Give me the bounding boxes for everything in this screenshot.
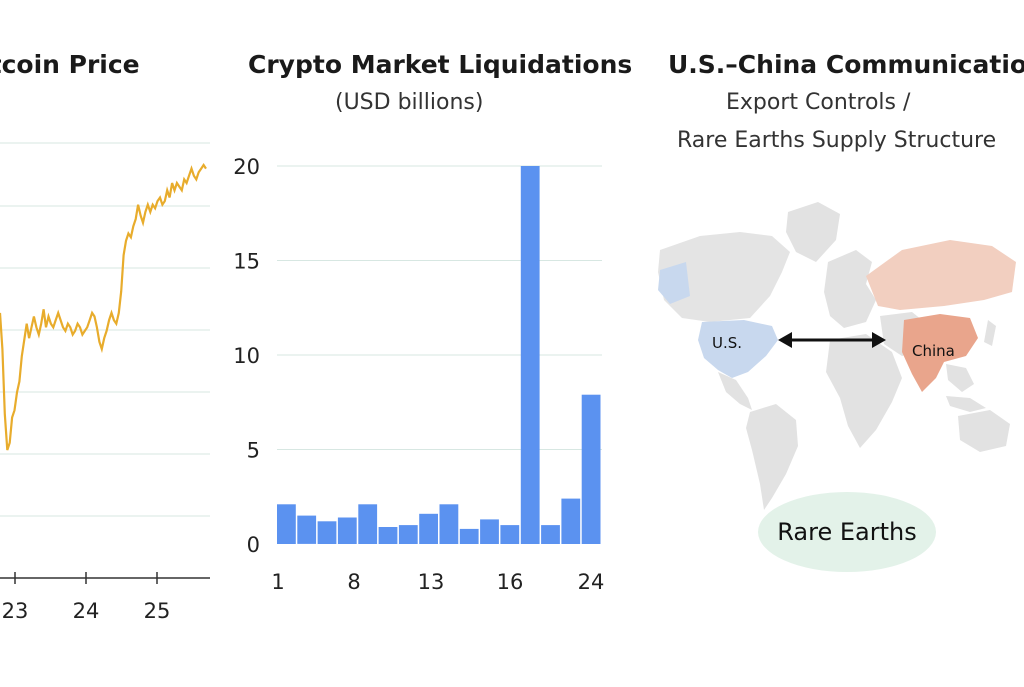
japan-shape	[984, 320, 996, 346]
liquidations-y-tick-label: 20	[233, 155, 260, 179]
liquidations-x-tick-label: 16	[497, 570, 524, 594]
liquidations-bar	[500, 525, 520, 544]
us-country-shape	[698, 320, 778, 378]
liquidations-y-ticks: 0 5 10 15 20	[233, 155, 260, 557]
liquidations-bar	[378, 527, 398, 544]
liquidations-panel: Crypto Market Liquidations (USD billions…	[230, 0, 632, 683]
liquidations-bar	[277, 504, 296, 544]
bitcoin-x-tick-label: 23	[2, 599, 29, 623]
liquidations-chart-subtitle: (USD billions)	[335, 90, 484, 115]
liquidations-x-ticks: 1 8 13 16 24	[271, 570, 604, 594]
canada-shape	[658, 232, 790, 322]
liquidations-bar	[297, 515, 317, 544]
us-map-label: U.S.	[712, 334, 742, 352]
rare-earths-badge: Rare Earths	[758, 492, 936, 572]
liquidations-chart-title: Crypto Market Liquidations	[248, 50, 633, 79]
liquidations-bar	[419, 513, 438, 544]
liquidations-x-tick-label: 1	[271, 570, 284, 594]
liquidations-bar	[459, 528, 479, 544]
us-china-map-panel: U.S.–China Communication Export Controls…	[640, 0, 1024, 683]
bitcoin-chart-title: Bitcoin Price	[0, 50, 140, 79]
rare-earths-badge-label: Rare Earths	[777, 518, 917, 546]
map-panel-subtitle-line2: Rare Earths Supply Structure	[677, 128, 997, 153]
liquidations-x-tick-label: 8	[347, 570, 360, 594]
liquidations-bar	[480, 519, 499, 544]
europe-shape	[824, 250, 876, 328]
liquidations-y-tick-label: 10	[233, 344, 260, 368]
liquidations-x-tick-label: 13	[418, 570, 445, 594]
bitcoin-price-panel: Bitcoin Price 23 24 25	[0, 0, 220, 683]
south-america-shape	[746, 404, 798, 510]
greenland-shape	[786, 202, 840, 262]
liquidations-bar	[439, 504, 459, 544]
liquidations-bar	[337, 517, 357, 544]
australia-shape	[958, 410, 1010, 452]
southeast-asia-shape	[946, 364, 974, 392]
map-panel-title: U.S.–China Communication	[668, 50, 1024, 79]
liquidations-x-tick-label: 24	[578, 570, 605, 594]
russia-shape	[866, 240, 1016, 310]
liquidations-gridlines	[277, 165, 602, 450]
arrow-head-left-icon	[778, 332, 792, 348]
liquidations-bar	[398, 525, 418, 544]
bitcoin-x-tick-label: 25	[144, 599, 171, 623]
liquidations-bar-chart: 0 5 10 15 20 1 8 13 16 24	[233, 155, 604, 594]
liquidations-bars	[277, 166, 601, 544]
liquidations-bar	[581, 394, 601, 544]
arrow-head-right-icon	[872, 332, 886, 348]
bitcoin-price-line	[0, 163, 207, 451]
china-map-label: China	[912, 342, 955, 360]
liquidations-bar	[317, 521, 337, 544]
bitcoin-x-ticks: 23 24 25	[2, 572, 171, 623]
bitcoin-x-tick-label: 24	[73, 599, 100, 623]
central-america-shape	[718, 372, 752, 410]
liquidations-bar	[561, 498, 581, 544]
liquidations-bar	[541, 525, 560, 544]
liquidations-bar	[520, 166, 540, 544]
bitcoin-price-chart: 23 24 25	[0, 142, 210, 623]
china-country-shape	[902, 314, 978, 392]
indonesia-shape	[946, 396, 986, 412]
alaska-shape	[658, 262, 690, 304]
liquidations-y-tick-label: 15	[233, 250, 260, 274]
map-panel-subtitle-line1: Export Controls /	[726, 90, 911, 115]
world-map: U.S. China	[658, 202, 1016, 510]
liquidations-y-tick-label: 5	[247, 439, 260, 463]
bitcoin-gridlines	[0, 142, 210, 517]
liquidations-y-tick-label: 0	[247, 533, 260, 557]
africa-shape	[826, 334, 902, 448]
liquidations-bar	[358, 504, 378, 544]
